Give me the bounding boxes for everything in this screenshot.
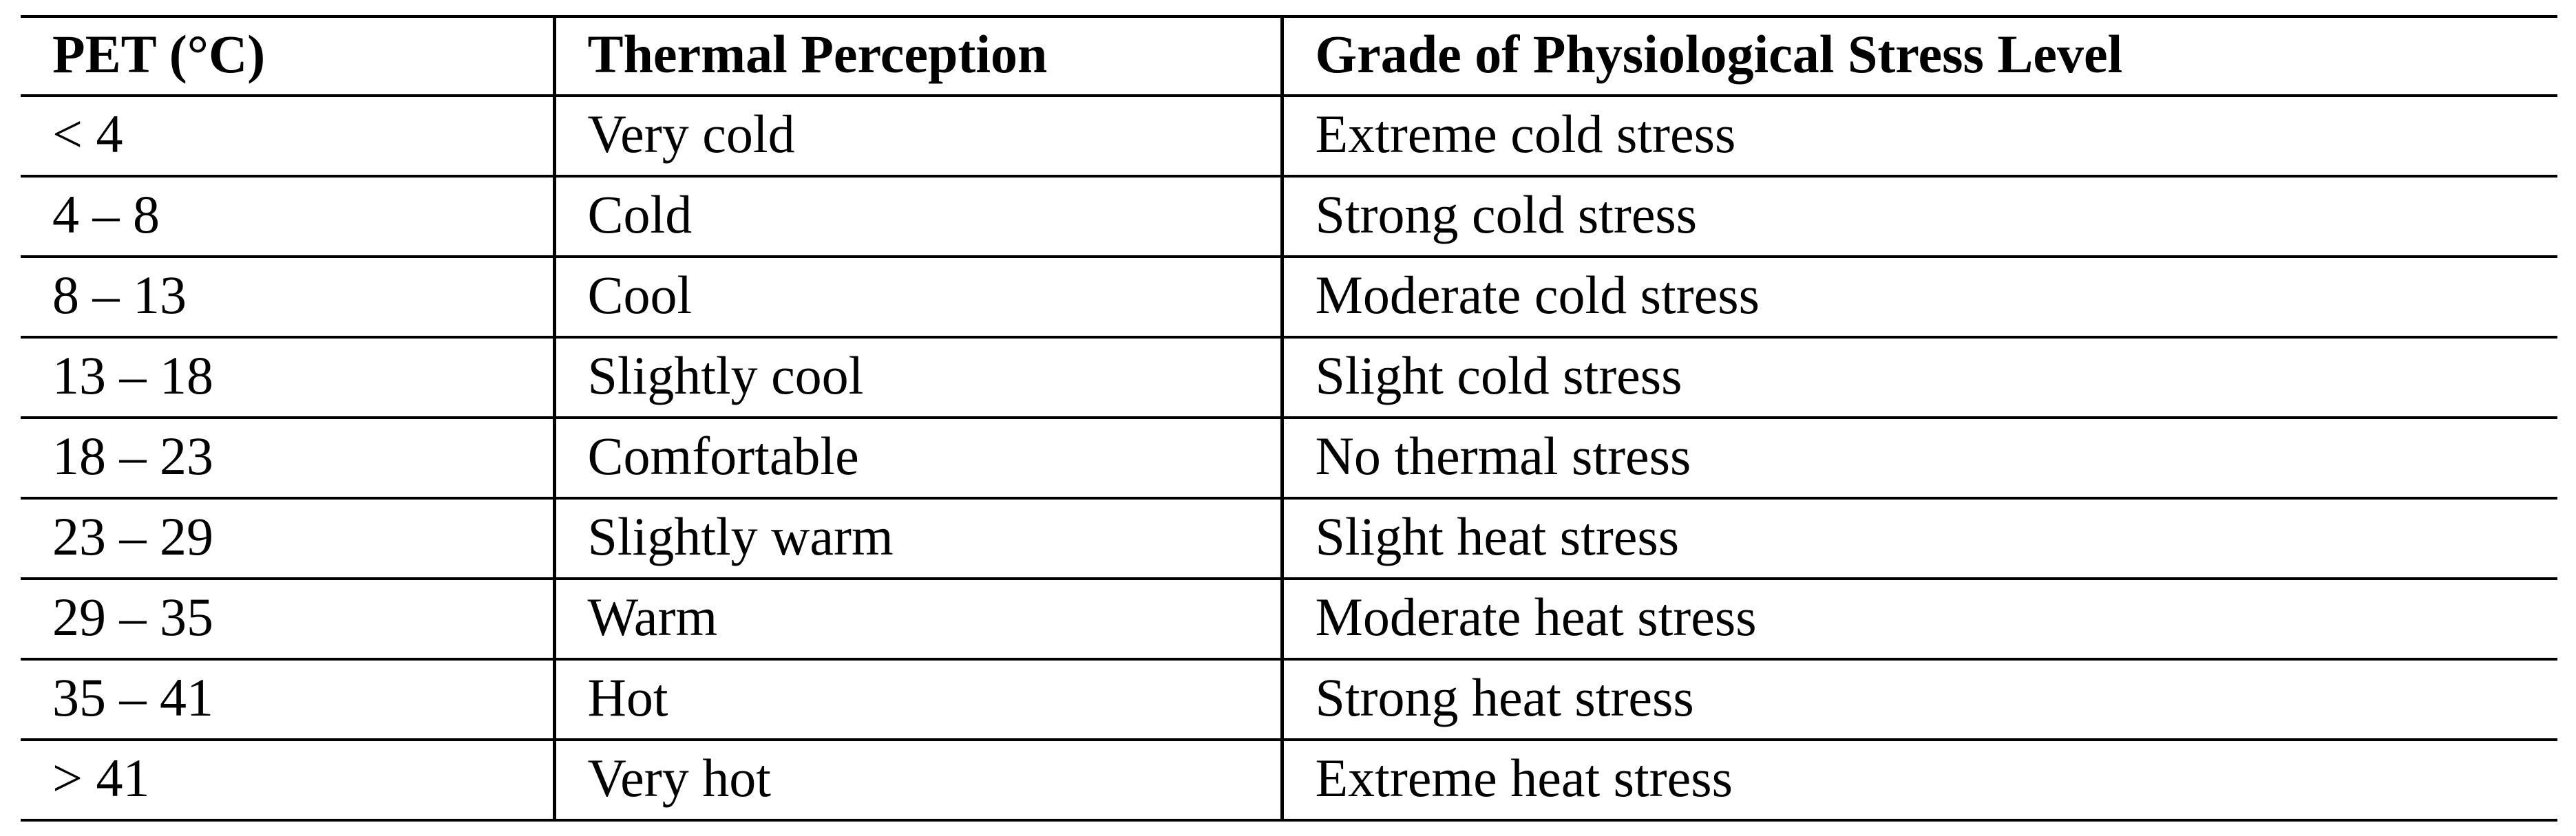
table-row: 29 – 35 Warm Moderate heat stress [21,577,2557,659]
table-row: > 41 Very hot Extreme heat stress [21,738,2557,820]
pet-range-cell: 18 – 23 [21,416,554,498]
pet-range-cell: 29 – 35 [21,577,554,659]
stress-cell: Strong cold stress [1280,175,2557,257]
stress-cell: Extreme heat stress [1280,738,2557,820]
perception-cell: Very hot [552,738,1282,820]
pet-classification-table: PET (°C) Thermal Perception Grade of Phy… [21,15,2557,822]
table-row: 23 – 29 Slightly warm Slight heat stress [21,497,2557,579]
stress-cell: Slight cold stress [1280,336,2557,418]
perception-cell: Cold [552,175,1282,257]
stress-cell: No thermal stress [1280,416,2557,498]
pet-classification-table-container: PET (°C) Thermal Perception Grade of Phy… [21,15,2557,822]
perception-cell: Warm [552,577,1282,659]
stress-cell: Strong heat stress [1280,658,2557,740]
pet-range-cell: 23 – 29 [21,497,554,579]
perception-cell: Comfortable [552,416,1282,498]
table-row: 18 – 23 Comfortable No thermal stress [21,416,2557,498]
pet-range-cell: 8 – 13 [21,255,554,337]
stress-cell: Slight heat stress [1280,497,2557,579]
table-row: 13 – 18 Slightly cool Slight cold stress [21,336,2557,418]
perception-cell: Slightly cool [552,336,1282,418]
pet-range-cell: 13 – 18 [21,336,554,418]
header-stress-level: Grade of Physiological Stress Level [1280,17,2557,96]
pet-range-cell: 35 – 41 [21,658,554,740]
header-pet: PET (°C) [52,23,266,84]
table-row: 35 – 41 Hot Strong heat stress [21,658,2557,740]
pet-range-cell: < 4 [21,94,554,176]
header-thermal-perception: Thermal Perception [552,17,1282,96]
table-row: 8 – 13 Cool Moderate cold stress [21,255,2557,337]
stress-cell: Moderate cold stress [1280,255,2557,337]
pet-range-cell: 4 – 8 [21,175,554,257]
perception-cell: Cool [552,255,1282,337]
header-row: PET (°C) Thermal Perception Grade of Phy… [21,17,2557,96]
perception-cell: Very cold [552,94,1282,176]
stress-cell: Moderate heat stress [1280,577,2557,659]
perception-cell: Hot [552,658,1282,740]
pet-range-cell: > 41 [21,738,554,820]
table-row: 4 – 8 Cold Strong cold stress [21,175,2557,257]
perception-cell: Slightly warm [552,497,1282,579]
table-row: < 4 Very cold Extreme cold stress [21,94,2557,176]
stress-cell: Extreme cold stress [1280,94,2557,176]
